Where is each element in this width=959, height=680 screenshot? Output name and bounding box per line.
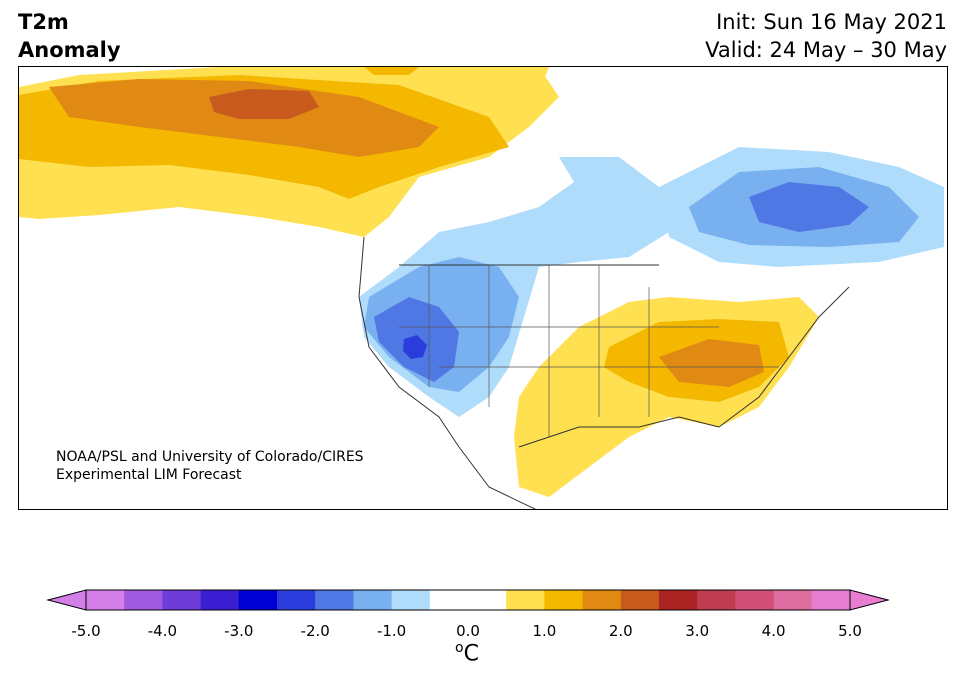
title-line-2: Anomaly — [18, 38, 121, 62]
colorbar-over-arrow — [849, 589, 890, 611]
west-coast — [358, 236, 460, 448]
gold-region-arctic — [364, 67, 419, 75]
colorbar-tick-label: -5.0 — [71, 622, 101, 640]
colorbar-cell — [238, 590, 278, 610]
colorbar-cell — [353, 590, 393, 610]
colorbar-cell — [124, 590, 163, 610]
credit-text: NOAA/PSL and University of Colorado/CIRE… — [56, 448, 364, 484]
colorbar-cell — [468, 590, 507, 610]
colorbar-cell — [391, 590, 431, 610]
credit-line-1: NOAA/PSL and University of Colorado/CIRE… — [56, 449, 364, 465]
colorbar-unit: oC — [455, 640, 479, 666]
colorbar-tick-label: 4.0 — [761, 622, 786, 640]
colorbar-cell — [506, 590, 545, 610]
dark-orange-region-northwest — [209, 89, 319, 119]
colorbar-outline — [85, 589, 851, 611]
gulf-coast — [518, 416, 720, 448]
anomaly-map: NOAA/PSL and University of Colorado/CIRE… — [18, 66, 948, 510]
mexico-outline — [458, 446, 536, 509]
map-title: T2m Anomaly — [18, 8, 121, 64]
colorbar-cells — [86, 590, 851, 610]
colorbar-cell — [620, 590, 660, 610]
colorbar-tick-label: 1.0 — [532, 622, 557, 640]
colorbar-tick-label: 0.0 — [456, 622, 480, 640]
colorbar — [46, 589, 890, 611]
colorbar-cell — [315, 590, 354, 610]
warm-region-arctic — [359, 67, 549, 102]
colorbar-cell — [659, 590, 698, 610]
colorbar-cell — [544, 590, 584, 610]
map-canvas — [19, 67, 944, 509]
colorbar-tick-label: 5.0 — [838, 622, 862, 640]
colorbar-cell — [582, 590, 622, 610]
colorbar-cell — [162, 590, 202, 610]
colorbar-cell — [86, 590, 125, 610]
deep-blue-region-west — [403, 335, 427, 359]
init-date: Init: Sun 16 May 2021 — [716, 10, 947, 34]
colorbar-tick-label: 3.0 — [685, 622, 710, 640]
unit-degree: o — [455, 640, 464, 656]
colorbar-under-arrow — [46, 589, 87, 611]
colorbar-cell — [773, 590, 813, 610]
state-lines — [399, 265, 779, 437]
colorbar-tick-label: -1.0 — [376, 622, 407, 640]
credit-line-2: Experimental LIM Forecast — [56, 467, 242, 483]
blue-region-east — [749, 182, 869, 232]
colorbar-tick-label: -2.0 — [300, 622, 330, 640]
valid-range: Valid: 24 May – 30 May — [705, 38, 947, 62]
east-coast — [718, 286, 850, 428]
unit-celsius: C — [463, 641, 479, 667]
colorbar-tick-label: -4.0 — [147, 622, 178, 640]
coastline-layer — [358, 236, 850, 509]
colorbar-cell — [735, 590, 775, 610]
orange-region-southeast — [659, 339, 764, 387]
colorbar-tick-label: 2.0 — [608, 622, 633, 640]
colorbar-cell — [697, 590, 736, 610]
colorbar-cell — [277, 590, 316, 610]
colorbar-cell — [811, 590, 851, 610]
title-line-1: T2m — [18, 10, 69, 34]
date-info: Init: Sun 16 May 2021 Valid: 24 May – 30… — [705, 8, 947, 64]
colorbar-cell — [200, 590, 240, 610]
colorbar-tick-label: -3.0 — [224, 622, 254, 640]
colorbar-cell — [429, 590, 469, 610]
